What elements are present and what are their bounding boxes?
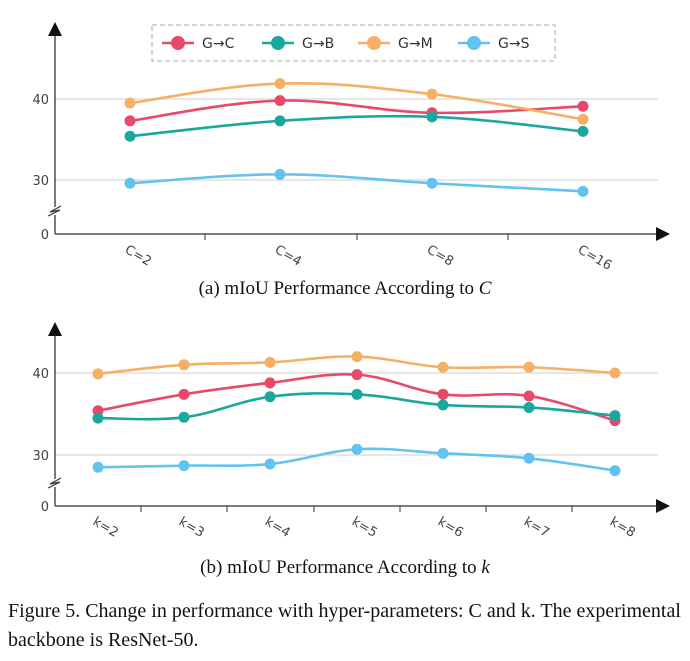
x-tick-label: k=6 — [435, 514, 466, 540]
data-point — [178, 388, 190, 400]
data-point — [437, 399, 449, 411]
data-point — [577, 113, 589, 125]
x-tick-label: k=7 — [521, 514, 552, 540]
data-point — [523, 361, 535, 373]
subcaption-a-text: (a) mIoU Performance According to — [198, 278, 479, 299]
data-point — [609, 465, 621, 477]
data-point — [351, 351, 363, 363]
y-tick-label: 0 — [41, 228, 49, 243]
data-point — [523, 401, 535, 413]
data-point — [92, 461, 104, 473]
data-point — [124, 97, 136, 109]
data-point — [351, 443, 363, 455]
data-point — [437, 388, 449, 400]
x-tick-label: k=8 — [607, 514, 638, 540]
data-point — [274, 115, 286, 127]
data-point — [124, 130, 136, 142]
figure-caption: Figure 5. Change in performance with hyp… — [8, 600, 681, 651]
x-tick-label: k=2 — [90, 514, 121, 540]
legend-box — [151, 24, 556, 62]
subcaption-a: (a) mIoU Performance According to C — [0, 278, 690, 300]
legend-marker — [467, 36, 481, 50]
series-line-G→S — [129, 173, 584, 193]
subcaption-b: (b) mIoU Performance According to k — [0, 557, 690, 579]
y-axis-arrow — [48, 22, 62, 36]
x-tick-label: C=2 — [122, 242, 154, 269]
axis-break-icon — [47, 205, 62, 217]
data-point — [577, 125, 589, 137]
data-point — [426, 177, 438, 189]
x-tick-label: k=5 — [349, 514, 380, 540]
data-point — [577, 100, 589, 112]
y-axis-arrow — [48, 322, 62, 336]
data-point — [577, 185, 589, 197]
data-point — [124, 177, 136, 189]
data-point — [264, 391, 276, 403]
data-point — [426, 88, 438, 100]
x-tick-label: C=8 — [424, 242, 456, 269]
y-tick-label: 40 — [32, 93, 49, 108]
data-point — [178, 359, 190, 371]
data-point — [274, 168, 286, 180]
data-point — [523, 452, 535, 464]
series-line-G→C — [129, 99, 584, 123]
x-axis-arrow — [656, 499, 670, 513]
data-point — [351, 388, 363, 400]
legend-label: G→B — [302, 36, 334, 52]
y-tick-label: 30 — [32, 174, 49, 189]
data-point — [264, 458, 276, 470]
subcaption-b-text: (b) mIoU Performance According to — [200, 557, 482, 578]
legend-label: G→S — [498, 36, 530, 52]
subcaption-b-var: k — [481, 557, 490, 578]
data-point — [92, 412, 104, 424]
data-point — [437, 447, 449, 459]
series-line-G→M — [129, 82, 584, 121]
data-point — [523, 390, 535, 402]
y-tick-label: 30 — [32, 449, 49, 464]
axis-break-icon — [47, 477, 62, 489]
data-point — [124, 115, 136, 127]
legend-label: G→M — [398, 36, 433, 52]
y-tick-label: 40 — [32, 367, 49, 382]
data-point — [437, 361, 449, 373]
x-tick-label: C=16 — [575, 242, 614, 273]
data-point — [178, 411, 190, 423]
x-tick-label: C=4 — [272, 242, 304, 269]
legend-marker — [271, 36, 285, 50]
data-point — [351, 369, 363, 381]
data-point — [264, 377, 276, 389]
data-point — [264, 356, 276, 368]
data-point — [426, 111, 438, 123]
data-point — [92, 368, 104, 380]
data-point — [609, 410, 621, 422]
data-point — [178, 460, 190, 472]
chart-a: 0 30 40 C=2 C=4 C=8 C=16 G→C G→B G→M G→S — [32, 22, 670, 274]
series-line-G→B — [129, 114, 584, 138]
y-tick-label: 0 — [41, 500, 49, 515]
legend-label: G→C — [202, 36, 235, 52]
data-point — [609, 367, 621, 379]
data-point — [274, 78, 286, 90]
legend-marker — [367, 36, 381, 50]
legend-marker — [171, 36, 185, 50]
chart-b: 0 30 40 k=2 k=3 k=4 k=5 k=6 k=7 k=8 — [32, 322, 670, 541]
x-tick-label: k=3 — [176, 514, 207, 540]
data-point — [274, 95, 286, 107]
x-axis-arrow — [656, 227, 670, 241]
x-tick-label: k=4 — [262, 514, 293, 540]
subcaption-a-var: C — [478, 278, 492, 299]
